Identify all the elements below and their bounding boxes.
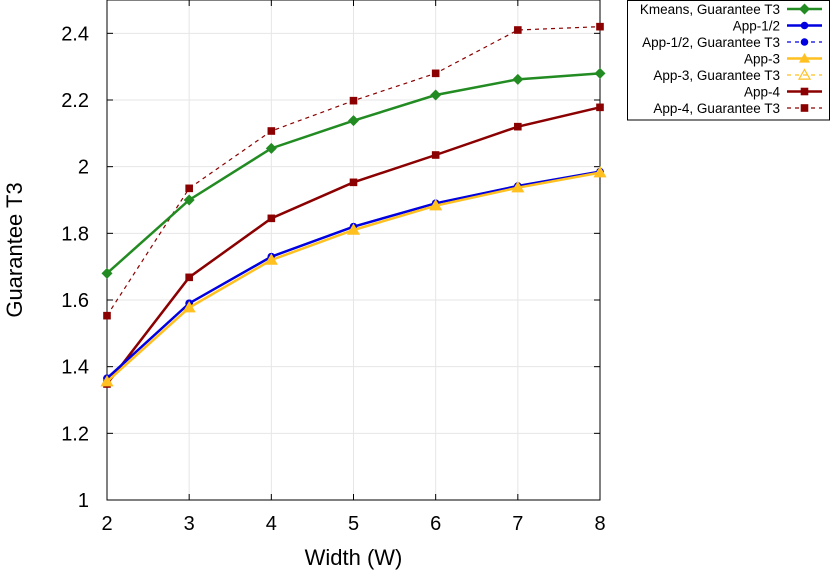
- data-point: [514, 122, 522, 131]
- axis-ticks: 2 3 4 5 6 7 8 1 1.2 1.4 1.6 1.8 2 2.2 2.4: [61, 0, 606, 535]
- y-tick-label: 1.6: [61, 290, 89, 312]
- data-point: [183, 194, 195, 206]
- legend-marker: [799, 53, 810, 63]
- data-point: [265, 142, 277, 154]
- y-tick-label: 2.2: [61, 90, 89, 112]
- data-point: [596, 22, 604, 31]
- data-point: [100, 374, 114, 387]
- data-point: [348, 115, 359, 127]
- data-point: [594, 67, 606, 79]
- data-point: [182, 300, 196, 313]
- series-lines: [100, 22, 607, 388]
- legend-marker: [800, 38, 809, 46]
- legend-label: Kmeans, Guarantee T3: [640, 2, 780, 17]
- data-point: [593, 165, 607, 178]
- series-6: [103, 22, 604, 320]
- grid: [106, 0, 601, 501]
- data-point: [349, 178, 358, 187]
- legend-marker: [800, 21, 809, 30]
- series-4: [100, 165, 607, 387]
- series-3: [101, 167, 606, 386]
- legend-label: App-1/2, Guarantee T3: [642, 35, 780, 50]
- data-point: [267, 214, 276, 223]
- data-point: [185, 273, 193, 282]
- data-point: [431, 69, 440, 78]
- y-tick-label: 1.2: [61, 423, 89, 445]
- data-point: [596, 103, 604, 112]
- y-tick-label: 1.4: [61, 357, 89, 379]
- data-point: [594, 167, 606, 177]
- x-tick-label: 2: [101, 513, 112, 535]
- x-tick-label: 5: [348, 513, 359, 535]
- legend-label: App-1/2: [733, 19, 780, 34]
- x-tick-label: 4: [266, 513, 277, 535]
- series-5: [103, 103, 604, 388]
- data-point: [512, 73, 524, 85]
- y-axis-title: Guarantee T3: [2, 182, 27, 317]
- data-point: [185, 184, 193, 193]
- data-point: [267, 127, 276, 135]
- data-point: [264, 253, 278, 265]
- data-point: [431, 151, 440, 159]
- data-point: [512, 182, 524, 192]
- legend-marker: [800, 87, 809, 96]
- legend-label: App-3, Guarantee T3: [653, 68, 780, 83]
- x-axis-title: Width (W): [305, 545, 403, 570]
- x-tick-label: 6: [430, 513, 441, 535]
- data-point: [429, 198, 443, 211]
- y-tick-label: 1.8: [61, 223, 89, 245]
- legend-label: App-3: [744, 52, 780, 67]
- y-tick-label: 2.4: [61, 23, 89, 45]
- legend-label: App-4: [744, 85, 781, 100]
- data-point: [430, 89, 442, 101]
- data-point: [346, 223, 361, 235]
- data-point: [103, 311, 111, 320]
- data-point: [430, 200, 442, 210]
- x-tick-label: 3: [184, 513, 195, 535]
- legend-label: App-4, Guarantee T3: [653, 101, 780, 116]
- data-point: [348, 224, 359, 235]
- data-point: [101, 267, 113, 279]
- x-tick-label: 7: [512, 513, 523, 535]
- data-point: [511, 180, 525, 193]
- data-point: [349, 96, 358, 105]
- legend-marker: [800, 104, 809, 112]
- legend-marker: [797, 68, 812, 80]
- legend-box: [627, 0, 830, 121]
- x-tick-label: 8: [594, 513, 605, 535]
- y-tick-label: 2: [78, 157, 89, 179]
- legend-marker: [799, 3, 810, 15]
- y-tick-label: 1: [78, 490, 89, 512]
- series-0: [101, 67, 606, 279]
- data-point: [514, 26, 522, 34]
